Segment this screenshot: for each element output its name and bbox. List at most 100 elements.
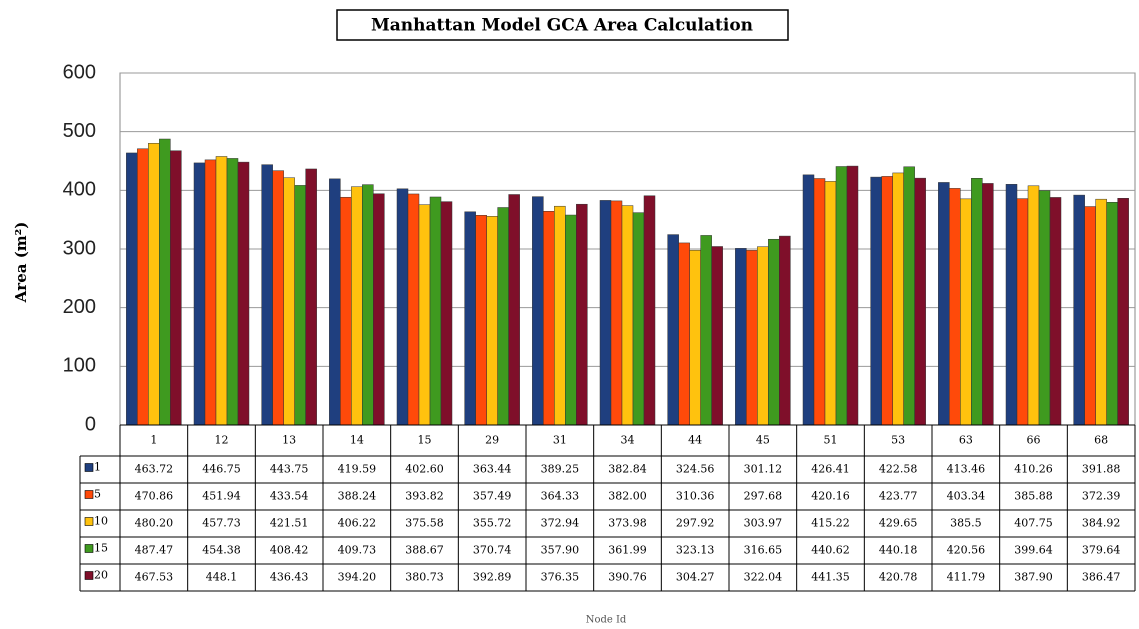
legend-swatch xyxy=(84,517,94,526)
bar xyxy=(237,161,250,426)
table-value: 382.84 xyxy=(608,463,647,476)
bar xyxy=(1084,206,1096,426)
x-tick-label: 14 xyxy=(350,434,364,447)
table-value: 446.75 xyxy=(202,463,241,476)
x-tick-label: 34 xyxy=(621,434,635,447)
bar xyxy=(971,178,983,426)
bar xyxy=(960,198,972,426)
bar xyxy=(159,138,171,426)
table-value: 443.75 xyxy=(270,463,309,476)
x-tick-label: 44 xyxy=(688,434,702,447)
table-value: 384.92 xyxy=(1082,517,1121,530)
bar xyxy=(486,216,498,426)
table-value: 420.78 xyxy=(879,571,918,584)
y-axis-label: Area (m²) xyxy=(12,222,30,304)
bar xyxy=(429,196,442,426)
bar xyxy=(508,194,520,426)
table-value: 470.86 xyxy=(135,490,174,503)
table-value: 372.39 xyxy=(1082,490,1121,503)
legend-label: 10 xyxy=(94,515,108,528)
y-tick-label: 100 xyxy=(63,355,96,377)
bar xyxy=(373,193,385,426)
table-value: 304.27 xyxy=(676,571,715,584)
bar xyxy=(678,242,690,426)
y-tick-label: 400 xyxy=(63,179,96,201)
table-value: 376.35 xyxy=(541,571,580,584)
table-value: 357.90 xyxy=(541,544,580,557)
bar xyxy=(1106,202,1118,426)
table-value: 411.79 xyxy=(947,571,986,584)
bar xyxy=(1117,198,1129,426)
bar xyxy=(881,176,893,426)
bar xyxy=(576,203,588,426)
title-box xyxy=(336,9,789,41)
x-tick-label: 31 xyxy=(553,434,567,447)
legend-swatch xyxy=(84,544,94,553)
table-value: 323.13 xyxy=(676,544,715,557)
table-value: 389.25 xyxy=(541,463,580,476)
bar xyxy=(735,248,747,426)
bar xyxy=(746,250,758,426)
bar xyxy=(126,152,138,426)
table-value: 382.00 xyxy=(608,490,647,503)
legend-swatch xyxy=(84,463,94,472)
bar xyxy=(1016,198,1029,426)
table-value: 403.34 xyxy=(947,490,986,503)
table-value: 297.92 xyxy=(676,517,715,530)
bar xyxy=(305,168,317,426)
bar xyxy=(272,170,284,426)
table-value: 322.04 xyxy=(744,571,783,584)
y-tick-label: 600 xyxy=(63,61,96,83)
table-value: 420.16 xyxy=(811,490,850,503)
bar xyxy=(543,211,555,426)
table-value: 408.42 xyxy=(270,544,309,557)
bar xyxy=(689,249,701,426)
table-value: 372.94 xyxy=(541,517,580,530)
table-value: 361.99 xyxy=(608,544,647,557)
table-value: 402.60 xyxy=(405,463,444,476)
bar xyxy=(215,156,228,426)
bar xyxy=(440,201,453,426)
bar xyxy=(464,211,476,426)
bar xyxy=(204,159,217,426)
table-value: 421.51 xyxy=(270,517,309,530)
bar xyxy=(835,166,848,426)
legend-swatch xyxy=(84,571,94,580)
x-axis-label: Node Id xyxy=(586,615,627,626)
table-value: 387.90 xyxy=(1014,571,1053,584)
legend-label: 1 xyxy=(94,461,101,474)
table-value: 420.56 xyxy=(947,544,986,557)
bar xyxy=(643,195,656,426)
bar xyxy=(599,200,612,426)
table-value: 392.89 xyxy=(473,571,512,584)
table-value: 409.73 xyxy=(338,544,377,557)
bar xyxy=(497,207,509,426)
bar xyxy=(407,193,420,426)
table-value: 399.64 xyxy=(1014,544,1053,557)
table-value: 324.56 xyxy=(676,463,715,476)
table-value: 303.97 xyxy=(744,517,783,530)
table-value: 429.65 xyxy=(879,517,918,530)
table-value: 436.43 xyxy=(270,571,309,584)
bar xyxy=(667,234,679,426)
x-tick-label: 66 xyxy=(1027,434,1041,447)
bar xyxy=(892,172,904,426)
table-value: 394.20 xyxy=(338,571,377,584)
table-value: 385.88 xyxy=(1014,490,1053,503)
legend-label: 5 xyxy=(94,488,101,501)
table-value: 355.72 xyxy=(473,517,512,530)
table-value: 380.73 xyxy=(405,571,444,584)
bar xyxy=(396,188,409,426)
bar xyxy=(226,158,239,426)
bar xyxy=(261,164,273,426)
bar xyxy=(802,174,815,426)
bar xyxy=(1027,185,1040,426)
bar xyxy=(170,150,182,426)
table-value: 410.26 xyxy=(1014,463,1053,476)
bar xyxy=(294,185,306,426)
table-value: 480.20 xyxy=(135,517,174,530)
table-value: 448.1 xyxy=(206,571,238,584)
bar xyxy=(938,182,950,426)
x-tick-label: 45 xyxy=(756,434,770,447)
